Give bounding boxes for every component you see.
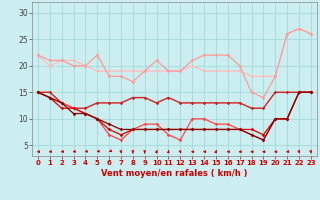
X-axis label: Vent moyen/en rafales ( km/h ): Vent moyen/en rafales ( km/h ) — [101, 169, 248, 178]
